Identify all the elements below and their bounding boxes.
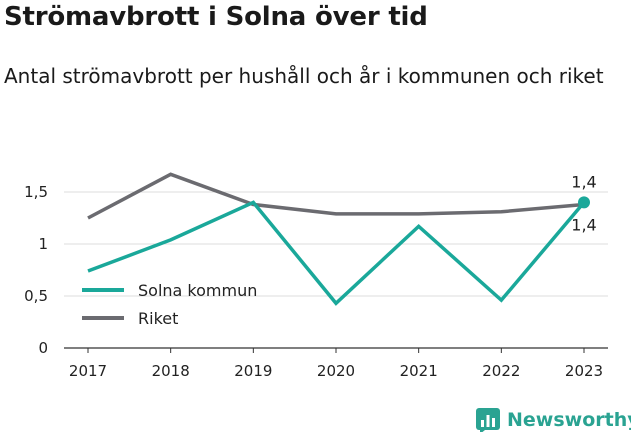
y-tick-label: 1 [38,235,48,253]
x-tick-label: 2022 [482,362,520,380]
x-tick-label: 2019 [234,362,272,380]
x-tick-label: 2017 [69,362,107,380]
x-tick-label: 2020 [317,362,355,380]
brand-name: Newsworthy [507,409,631,431]
x-tick-label: 2018 [152,362,190,380]
brand-logo: Newsworthy [476,408,631,432]
y-tick-label: 1,5 [24,183,48,201]
series-line-riket [87,172,585,220]
end-point-marker [578,196,590,209]
legend-label: Riket [138,309,178,328]
x-tick-label: 2023 [565,362,603,380]
series-line-solna-kommun [87,200,586,306]
chart-subtitle: Antal strömavbrott per hushåll och år i … [4,64,604,88]
y-tick-label: 0,5 [24,287,48,305]
y-tick-label: 0 [38,339,48,357]
bar-chart-logo-icon [476,408,500,432]
end-label-solna: 1,4 [571,172,596,191]
chart-title: Strömavbrott i Solna över tid [4,2,428,32]
end-label-riket: 1,4 [571,215,596,234]
legend-label: Solna kommun [138,281,257,300]
x-tick-label: 2021 [400,362,438,380]
